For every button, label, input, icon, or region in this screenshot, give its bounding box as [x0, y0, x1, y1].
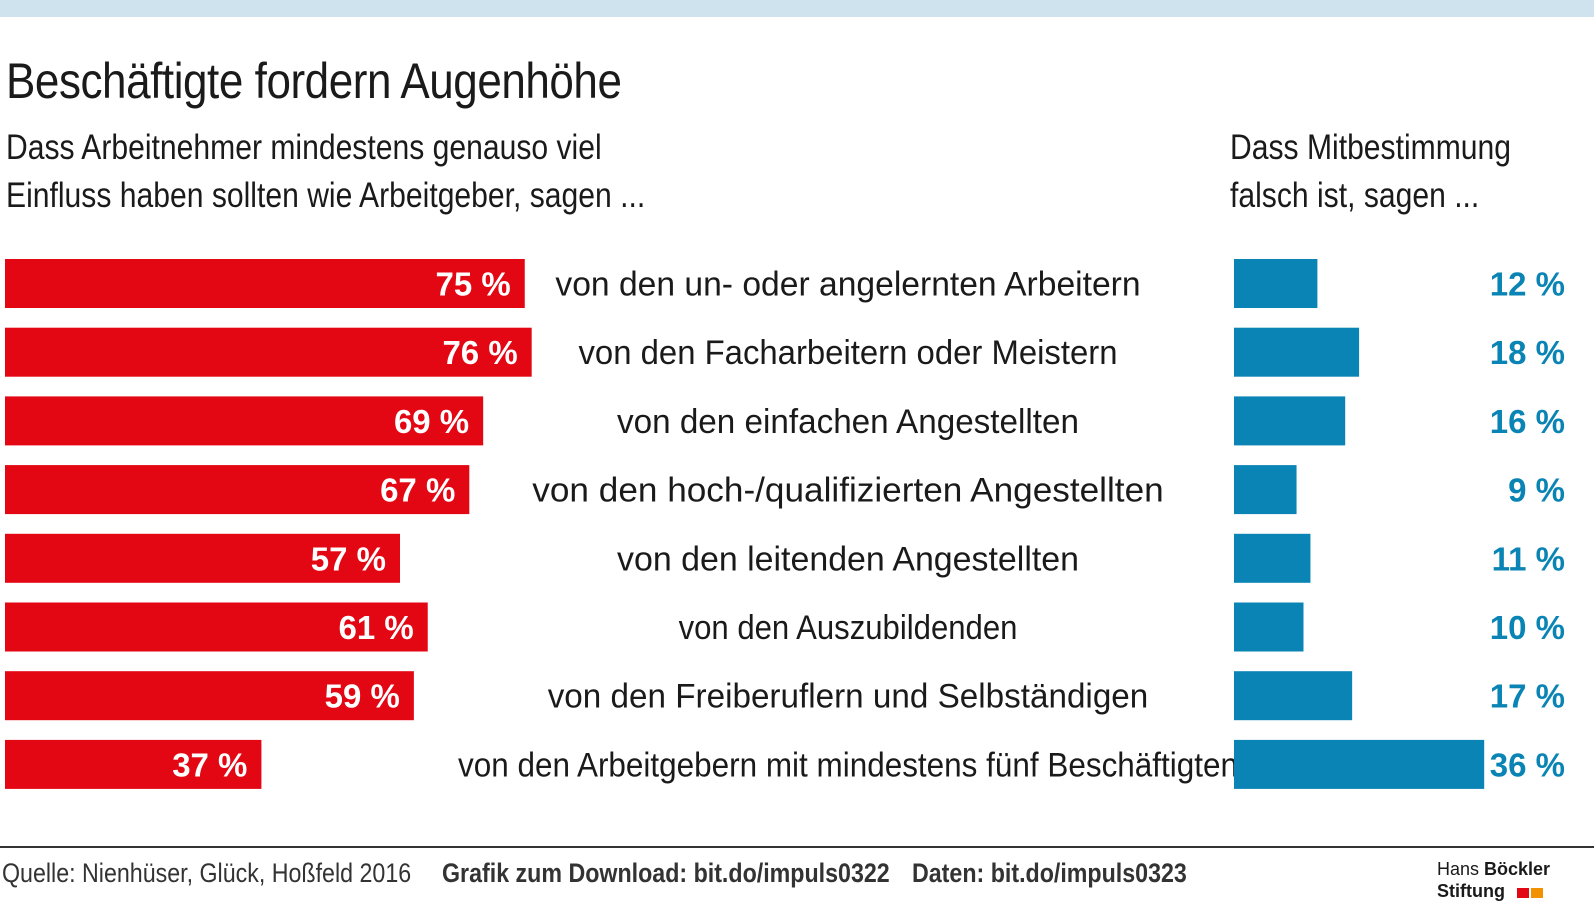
right-bar-value-label: 17 % [1490, 678, 1565, 715]
footer-divider [0, 846, 1594, 848]
left-bar [5, 602, 428, 652]
right-bar-value-label: 16 % [1490, 403, 1565, 440]
left-subtitle-line-2: Einfluss haben sollten wie Arbeitgeber, … [6, 176, 646, 215]
left-bar-value-label: 59 % [325, 678, 400, 715]
right-bar [1234, 602, 1304, 652]
left-bar-value-label: 67 % [380, 472, 455, 509]
footer-download-link[interactable]: Grafik zum Download: bit.do/impuls0322 [442, 858, 890, 888]
left-subtitle-line-1: Dass Arbeitnehmer mindestens genauso vie… [6, 128, 602, 167]
right-bar-value-label: 12 % [1490, 266, 1565, 303]
right-bar [1234, 739, 1485, 789]
footer-data-link[interactable]: Daten: bit.do/impuls0323 [912, 858, 1187, 888]
category-label: von den Facharbeitern oder Meistern [579, 334, 1118, 372]
right-bar [1234, 396, 1346, 446]
left-bar-value-label: 69 % [394, 403, 469, 440]
right-bar [1234, 465, 1297, 515]
footer-source: Quelle: Nienhüser, Glück, Hoßfeld 2016 [2, 858, 412, 888]
left-bar [5, 259, 525, 308]
chart-title: Beschäftigte fordern Augenhöhe [6, 53, 622, 109]
category-label: von den Auszubildenden [679, 609, 1018, 647]
logo-text-hans: Hans [1437, 859, 1485, 879]
right-subtitle: Dass Mitbestimmung falsch ist, sagen ... [1230, 124, 1511, 220]
right-subtitle-line-2: falsch ist, sagen ... [1230, 176, 1480, 215]
right-bar [1234, 259, 1318, 308]
category-label: von den einfachen Angestellten [617, 403, 1079, 441]
left-bar [5, 533, 401, 583]
right-bar-value-label: 9 % [1508, 472, 1565, 509]
left-subtitle: Dass Arbeitnehmer mindestens genauso vie… [6, 124, 645, 220]
left-bar-value-label: 57 % [311, 540, 386, 577]
left-bar-value-label: 37 % [172, 746, 247, 783]
right-bar-value-label: 36 % [1490, 746, 1565, 783]
left-bar [5, 465, 470, 515]
hans-boeckler-logo: Hans Böckler Stiftung [1437, 858, 1567, 910]
logo-red-square [1517, 888, 1529, 898]
logo-orange-square [1531, 888, 1543, 898]
right-bar [1234, 327, 1360, 377]
top-band [0, 0, 1594, 17]
logo-text-boeckler: Böckler [1484, 859, 1551, 879]
right-bar-value-label: 11 % [1492, 540, 1565, 577]
category-label: von den leitenden Angestellten [617, 540, 1079, 578]
right-bar-value-label: 10 % [1490, 609, 1565, 646]
logo-text-stiftung: Stiftung [1437, 881, 1505, 901]
right-bar [1234, 533, 1311, 583]
left-bar-value-label: 61 % [339, 609, 414, 646]
bar-chart: 75 % von den un- oder angelernten Arbeite… [5, 259, 1565, 789]
category-label: von den Freiberuflern und Selbständigen [548, 678, 1149, 716]
left-bar [5, 327, 532, 377]
left-bar [5, 396, 484, 446]
category-label: von den un- oder angelernten Arbeitern [555, 266, 1140, 304]
left-bar-value-label: 75 % [436, 266, 511, 303]
left-bar [5, 671, 414, 721]
right-subtitle-line-1: Dass Mitbestimmung [1230, 128, 1512, 167]
category-label: von den hoch-/qualifizierten Angestellte… [532, 472, 1163, 510]
category-label: von den Arbeitgebern mit mindestens fünf… [458, 746, 1238, 784]
left-bar-value-label: 76 % [442, 334, 517, 371]
right-bar-value-label: 18 % [1490, 334, 1565, 371]
right-bar [1234, 671, 1353, 721]
left-bar [5, 739, 262, 789]
